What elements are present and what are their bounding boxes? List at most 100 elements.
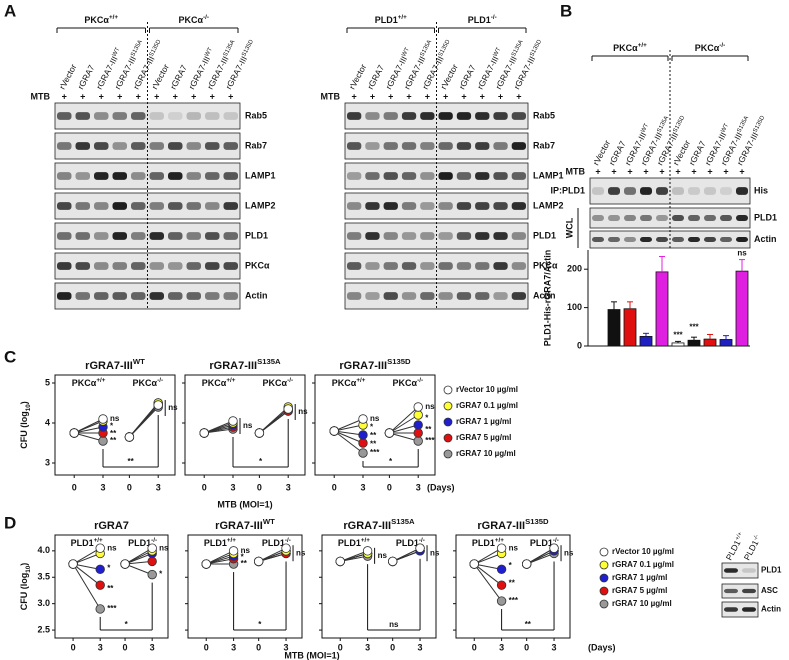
- blot-band: [383, 232, 398, 240]
- blot-band: [401, 142, 417, 150]
- blot-band: [592, 187, 604, 195]
- blot-band: [475, 142, 490, 150]
- group-label: PKCα-/-: [179, 14, 210, 25]
- blot-band: [493, 292, 508, 300]
- series-line: [334, 430, 364, 444]
- significance: *: [370, 423, 374, 432]
- group-label-part: PKCα: [393, 378, 418, 388]
- group-label-part: PKCα: [332, 378, 357, 388]
- legend-label: rVector 10 µg/ml: [612, 547, 674, 556]
- mtb-sign: +: [388, 91, 393, 101]
- group-label: PKCα-/-: [393, 377, 424, 388]
- blot-band: [186, 142, 201, 150]
- significance: **: [110, 429, 117, 438]
- mtb-sign: +: [136, 91, 141, 101]
- blot-band: [383, 142, 398, 150]
- legend-label: rGRA7 0.1 µg/ml: [612, 560, 674, 569]
- blot-band: [438, 292, 453, 300]
- blot-band: [688, 236, 700, 243]
- blot-band: [94, 202, 109, 210]
- data-point: [469, 559, 479, 569]
- lane-label-part: S135D: [148, 39, 162, 58]
- mtb-sign: +: [425, 91, 430, 101]
- blot-band: [456, 142, 472, 150]
- mtb-sign: +: [516, 91, 521, 101]
- group-label: PLD1-/-: [262, 537, 291, 548]
- significance: ns: [159, 543, 169, 552]
- blot-band: [438, 112, 453, 120]
- y-axis-label: PLD1-His-rGRA7/Actin: [542, 250, 552, 347]
- blot-band: [94, 292, 109, 300]
- blot-band: [742, 607, 756, 612]
- significance: ns: [110, 414, 120, 423]
- group-label-part: PLD1: [338, 538, 361, 548]
- data-point: [335, 556, 345, 567]
- significance: *: [509, 561, 513, 570]
- blot-band: [736, 187, 748, 195]
- blot-band: [736, 236, 748, 243]
- x-tick-label: 0: [202, 482, 207, 492]
- blot-band: [223, 142, 238, 150]
- bracket-label: *: [259, 457, 263, 466]
- blot-label: PKCα: [245, 260, 270, 270]
- blot-band: [720, 236, 732, 243]
- y-tick-label: 100: [567, 302, 582, 312]
- blot-band: [131, 202, 146, 210]
- plot-frame: [321, 534, 437, 639]
- legend-label: rGRA7 5 µg/ml: [612, 586, 667, 595]
- blot-band: [75, 232, 90, 240]
- blot-band: [640, 215, 652, 221]
- blot-band: [420, 112, 435, 120]
- legend-label: rGRA7 1 µg/ml: [456, 417, 511, 426]
- mtb-sign: +: [691, 166, 696, 176]
- group-label-part: +/+: [96, 377, 105, 384]
- blot-label: Actin: [754, 234, 777, 244]
- x-tick-label: 3: [100, 482, 105, 492]
- mtb-sign: +: [352, 91, 357, 101]
- x-tick-label: 3: [365, 642, 370, 652]
- blot-band: [94, 262, 109, 270]
- blot-band: [608, 236, 620, 243]
- blot-band: [420, 262, 435, 270]
- group-label-part: PLD1: [262, 538, 285, 548]
- group-label-part: -/-: [287, 377, 293, 384]
- series-line: [389, 424, 419, 434]
- data-point: [413, 420, 423, 430]
- significance: ns: [168, 403, 178, 412]
- series-line: [474, 553, 502, 565]
- chart-title-part: rGRA7-III: [343, 520, 391, 532]
- lane-label-part: S135A: [419, 39, 433, 58]
- legend-marker: [443, 417, 453, 427]
- data-point: [253, 556, 264, 567]
- bar: [639, 335, 653, 347]
- lane-label-part: S135D: [437, 39, 451, 58]
- bar: [687, 339, 701, 347]
- group-label-part: PLD1: [71, 538, 94, 548]
- data-point: [358, 430, 368, 440]
- chart-title-part: WT: [133, 357, 145, 366]
- data-point: [228, 546, 239, 556]
- chart-title-part: S135D: [525, 517, 549, 526]
- x-tick-label: 3: [156, 482, 161, 492]
- legend-marker: [443, 385, 453, 395]
- blot-band: [205, 172, 220, 180]
- group-label-part: PLD1: [204, 538, 227, 548]
- bar: [703, 338, 717, 347]
- y-tick-label: 2.5: [37, 624, 50, 634]
- blot-band: [456, 172, 472, 180]
- mtb-sign: +: [210, 91, 215, 101]
- y-axis-label: CFU (log10): [19, 563, 32, 611]
- blot-label: ASC: [761, 586, 778, 595]
- blot-band: [186, 232, 201, 240]
- data-point: [120, 559, 130, 569]
- group-label-part: -/-: [203, 14, 209, 21]
- blot-band: [640, 187, 652, 195]
- group-label-part: PKCα: [263, 378, 288, 388]
- lane-label-part: WT: [111, 46, 121, 57]
- group-label: PKCα+/+: [84, 14, 118, 25]
- group-label: PLD1-/-: [128, 537, 157, 548]
- blot-band: [640, 236, 652, 243]
- blot-band: [223, 172, 238, 180]
- chart-title-part: S135D: [387, 357, 411, 366]
- blot-band: [347, 172, 362, 180]
